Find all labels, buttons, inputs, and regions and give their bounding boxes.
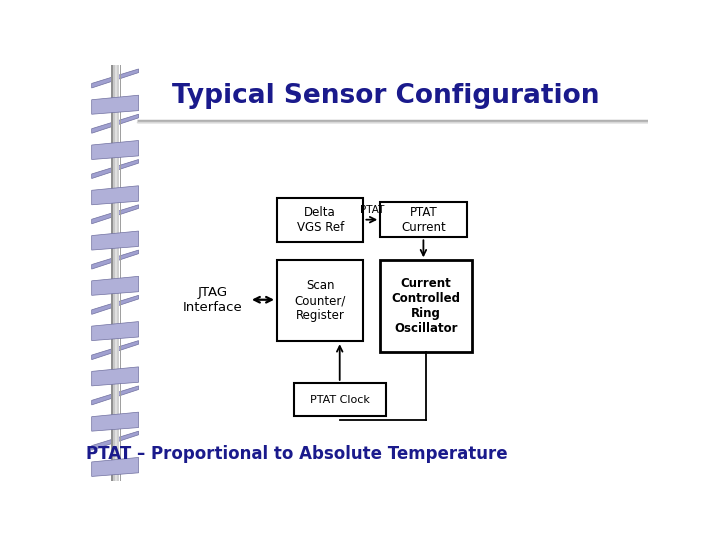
Text: PTAT – Proportional to Absolute Temperature: PTAT – Proportional to Absolute Temperat… (86, 444, 508, 463)
Bar (120, 65, 121, 481)
Polygon shape (91, 114, 138, 133)
Bar (113, 65, 115, 481)
Text: Delta
VGS Ref: Delta VGS Ref (297, 206, 344, 234)
Polygon shape (91, 386, 138, 405)
Bar (277, 198, 364, 241)
Text: PTAT Clock: PTAT Clock (310, 395, 369, 404)
Polygon shape (91, 205, 138, 224)
Text: Typical Sensor Configuration: Typical Sensor Configuration (172, 83, 600, 109)
Bar (380, 260, 472, 352)
Polygon shape (91, 95, 138, 114)
Bar (115, 65, 117, 481)
Polygon shape (91, 250, 138, 269)
Polygon shape (91, 457, 138, 476)
Bar (380, 202, 467, 238)
Polygon shape (91, 186, 138, 205)
Polygon shape (91, 367, 138, 386)
Polygon shape (91, 412, 138, 431)
Text: PTAT
Current: PTAT Current (401, 206, 446, 234)
Bar (294, 383, 386, 416)
Polygon shape (91, 69, 138, 88)
Bar (111, 65, 113, 481)
Polygon shape (91, 431, 138, 450)
Text: JTAG
Interface: JTAG Interface (183, 286, 243, 314)
Polygon shape (91, 159, 138, 179)
Polygon shape (91, 341, 138, 360)
Text: Current
Controlled
Ring
Oscillator: Current Controlled Ring Oscillator (392, 277, 461, 335)
Polygon shape (91, 322, 138, 341)
Polygon shape (91, 140, 138, 159)
Text: Scan
Counter/
Register: Scan Counter/ Register (294, 279, 346, 322)
Polygon shape (91, 276, 138, 295)
Polygon shape (91, 231, 138, 250)
Text: PTAT: PTAT (359, 205, 384, 215)
Bar (277, 260, 364, 341)
Bar (117, 65, 119, 481)
Polygon shape (91, 295, 138, 314)
